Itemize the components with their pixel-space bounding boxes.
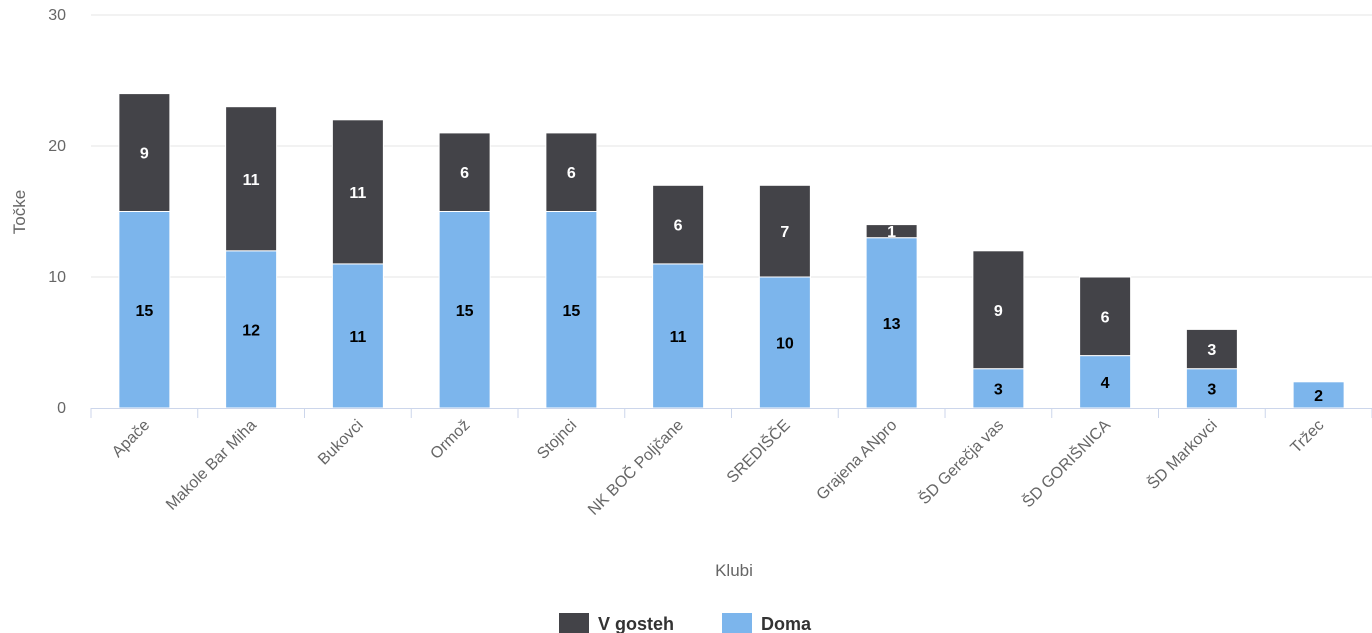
data-label-doma: 11 [670,329,687,346]
x-tick-label: Makole Bar Miha [163,417,260,514]
data-label-v-gosteh: 3 [1207,342,1216,359]
data-label-doma: 15 [456,303,474,320]
y-axis: 0 10 20 30 [48,7,66,417]
data-label-v-gosteh: 11 [349,185,366,202]
data-label-doma: 3 [1207,381,1216,398]
bar-segment-v-gosteh [438,132,491,212]
data-label-v-gosteh: 11 [243,172,260,189]
bar-segment-doma [1292,381,1345,409]
data-label-doma: 15 [562,303,580,320]
y-tick-label: 20 [48,138,66,155]
data-label-v-gosteh: 7 [780,224,789,241]
bar-segment-doma [865,237,918,409]
data-label-v-gosteh: 6 [567,165,576,182]
data-label-v-gosteh: 6 [460,165,469,182]
bar-segment-v-gosteh [1185,328,1238,370]
bar-segment-doma [545,211,598,409]
x-tick-label: Bukovci [315,417,367,469]
legend-item-label: V gosteh [598,614,674,633]
y-tick-label: 0 [57,400,66,417]
bar-segment-doma [758,276,811,409]
bar-segment-v-gosteh [1079,276,1132,357]
data-label-v-gosteh: 9 [994,303,1003,320]
bar-segment-doma [972,368,1025,409]
bar-segment-v-gosteh [545,132,598,212]
bar-segment-doma [225,250,278,409]
x-tick-label: Apače [109,417,153,461]
bar-segment-v-gosteh [758,184,811,278]
legend-swatch [559,613,589,633]
data-label-doma: 15 [135,303,153,320]
data-label-v-gosteh: 1 [887,224,896,241]
bar-segment-v-gosteh [865,224,918,239]
x-tick-label: Grajena ANpro [814,417,901,504]
legend: V gosteh Doma [559,613,812,633]
x-tick-label: Ormož [427,417,473,463]
data-label-doma: 13 [883,316,901,333]
x-tick-label: NK BOČ Poljčane [584,415,687,518]
bars [118,93,1345,409]
data-label-doma: 12 [242,322,260,339]
data-label-doma: 2 [1314,388,1323,405]
data-label-v-gosteh: 6 [674,218,683,235]
bar-segment-v-gosteh [225,106,278,252]
bar-segment-v-gosteh [331,119,384,265]
bar-segment-doma [118,211,171,409]
y-axis-title: Točke [10,190,29,234]
data-label-doma: 3 [994,381,1003,398]
bar-segment-doma [438,211,491,409]
bar-segment-doma [1185,368,1238,409]
bar-segment-v-gosteh [118,93,171,212]
data-label-v-gosteh: 9 [140,146,149,163]
x-tick-label: SREDIŠČE [722,415,793,486]
bar-segment-v-gosteh [972,250,1025,370]
x-tick-label: Stojnci [534,417,580,463]
data-label-doma: 11 [349,329,366,346]
x-tick-label: ŠD GORIŠNICA [1018,415,1114,511]
data-label-doma: 10 [776,336,794,353]
x-axis: Apače Makole Bar Miha Bukovci Ormož Stojnci N… [90,408,1372,519]
x-tick-label: ŠD Gerečja vas [915,415,1008,508]
data-label-doma: 4 [1101,375,1110,392]
x-tick-label: Tržec [1288,417,1328,457]
legend-swatch [722,613,752,633]
x-tick-label: ŠD Markovci [1143,415,1221,493]
gridlines [91,14,1372,278]
legend-item-label: Doma [761,614,812,633]
y-tick-label: 10 [48,269,66,286]
y-tick-label: 30 [48,7,66,24]
bar-segment-v-gosteh [652,184,705,265]
x-axis-title: Klubi [715,561,753,580]
data-label-v-gosteh: 6 [1101,309,1110,326]
